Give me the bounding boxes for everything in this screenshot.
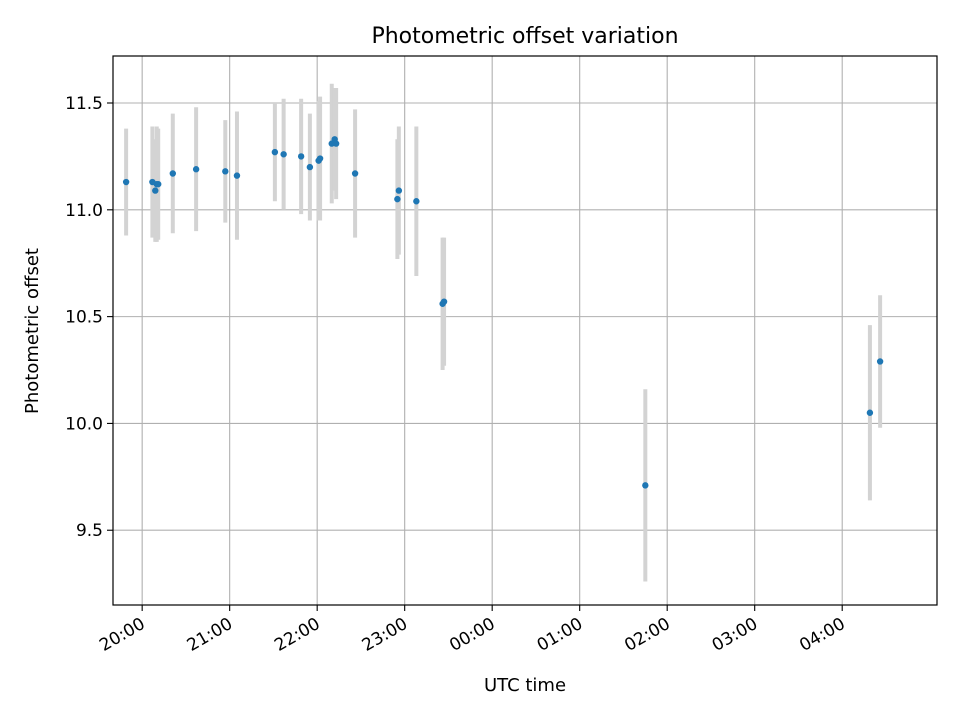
data-point [222,168,229,175]
data-point [876,358,884,365]
y-axis-ticks: 9.5 10.0 10.5 11.0 11.5 [65,94,113,541]
plot-frame [112,55,938,606]
data-point [351,170,359,177]
data-point [316,155,324,162]
data-point [394,195,401,203]
data-point [395,187,403,194]
data-point [155,180,162,188]
data-point [866,409,874,416]
y-axis-label: Photometric offset [22,248,43,414]
data-point [297,153,305,160]
data-points [122,136,884,489]
data-point [192,166,200,173]
chart-title: Photometric offset variation [371,24,678,49]
data-point [332,140,340,147]
y-tick-label: 11.0 [65,201,103,221]
data-point [169,170,176,177]
y-tick-label: 10.5 [65,308,103,328]
data-point [271,148,279,156]
x-axis-label: UTC time [484,675,566,696]
gridlines [113,56,937,605]
y-tick-label: 9.5 [76,521,103,541]
data-point [122,178,130,186]
data-point [306,163,314,171]
data-point [280,151,287,158]
data-point [152,187,159,194]
y-tick-label: 11.5 [65,94,103,114]
data-point [440,298,448,305]
data-point [233,172,241,179]
data-point [413,198,420,205]
data-point [642,482,649,489]
y-tick-label: 10.0 [65,414,103,434]
